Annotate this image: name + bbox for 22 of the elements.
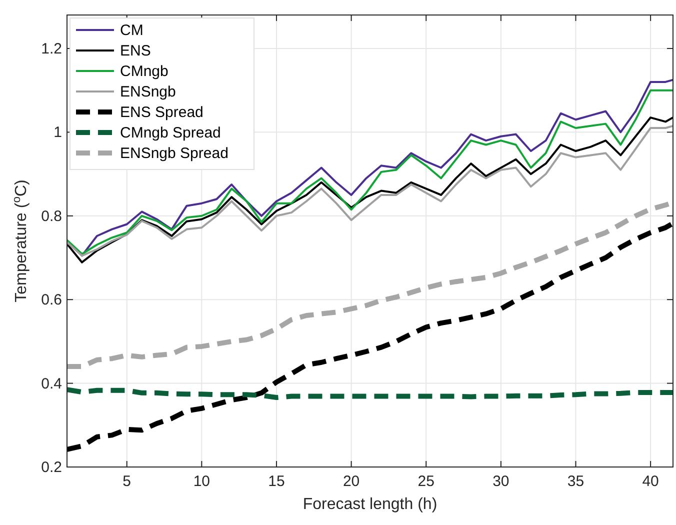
x-tick-label: 5 [122, 473, 132, 490]
x-tick-label: 10 [193, 473, 210, 490]
x-tick-label: 15 [268, 473, 285, 490]
y-tick-label: 0.6 [41, 292, 62, 309]
legend-label: CMngb Spread [120, 124, 221, 142]
legend-label: CM [120, 22, 144, 39]
legend-label: ENSngb Spread [120, 145, 228, 162]
y-tick-label: 1 [54, 124, 62, 142]
x-tick-label: 40 [642, 473, 659, 490]
x-tick-label: 25 [418, 473, 434, 490]
y-tick-label: 0.4 [41, 375, 62, 392]
legend-label: ENS Spread [120, 104, 204, 121]
legend-label: ENS [120, 42, 151, 60]
legend-label: ENSngb [120, 84, 176, 100]
x-tick-label: 20 [342, 473, 360, 490]
x-tick-label: 30 [492, 473, 510, 490]
legend-label: CMngb [120, 63, 168, 80]
x-tick-label: 35 [567, 473, 584, 490]
y-tick-label: 0.8 [41, 208, 62, 225]
y-tick-label: 1.2 [41, 40, 62, 58]
y-tick-label: 0.2 [41, 459, 62, 476]
x-axis-title: Forecast length (h) [302, 496, 438, 513]
